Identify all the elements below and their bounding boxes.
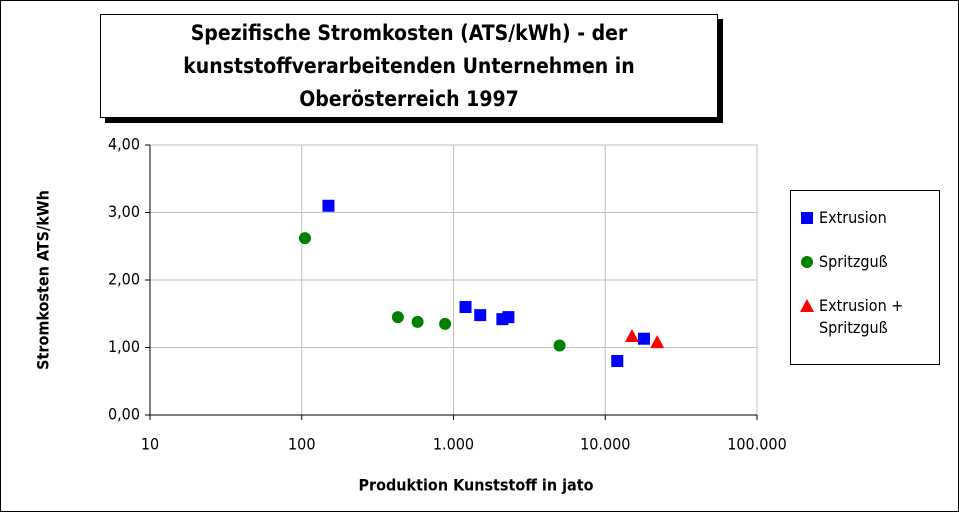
legend-item: Extrusion xyxy=(799,207,931,229)
y-tick-label: 3,00 xyxy=(108,202,140,221)
marker xyxy=(801,256,813,268)
marker xyxy=(474,309,487,322)
marker xyxy=(553,339,566,352)
legend-item: Extrusion + Spritzguß xyxy=(799,295,931,339)
marker xyxy=(624,329,639,343)
x-tick-label: 100.000 xyxy=(727,435,787,454)
marker xyxy=(611,355,624,367)
marker xyxy=(637,332,650,345)
x-tick-label: 10.000 xyxy=(580,435,630,454)
marker xyxy=(391,311,404,324)
marker xyxy=(298,232,311,245)
marker xyxy=(801,212,813,224)
legend-label: Extrusion + Spritzguß xyxy=(819,296,904,337)
y-tick-label: 0,00 xyxy=(108,405,140,424)
y-axis-label: Stromkosten ATS/kWh xyxy=(34,190,53,370)
marker xyxy=(502,311,515,324)
y-tick-label: 4,00 xyxy=(108,135,140,154)
x-tick-label: 10 xyxy=(141,435,159,454)
y-tick-label: 1,00 xyxy=(108,337,140,356)
marker xyxy=(439,317,452,330)
marker xyxy=(800,299,814,312)
legend-label: Extrusion xyxy=(819,208,887,227)
legend: Extrusion Spritzguß Extrusion + Spritzguß xyxy=(790,190,940,365)
x-axis-label: Produktion Kunststoff in jato xyxy=(358,476,593,495)
marker xyxy=(459,301,472,313)
legend-symbol xyxy=(801,256,813,268)
marker xyxy=(322,199,335,212)
legend-item: Spritzguß xyxy=(799,251,931,273)
chart-title: Spezifische Stromkosten (ATS/kWh) - der … xyxy=(100,14,718,118)
y-tick-label: 2,00 xyxy=(108,270,140,289)
legend-symbol xyxy=(801,212,813,224)
x-tick-label: 100 xyxy=(288,435,315,454)
legend-symbol xyxy=(800,299,814,312)
marker xyxy=(411,315,424,328)
legend-label: Spritzguß xyxy=(819,252,888,271)
marker xyxy=(650,335,665,349)
x-tick-label: 1.000 xyxy=(433,435,474,454)
